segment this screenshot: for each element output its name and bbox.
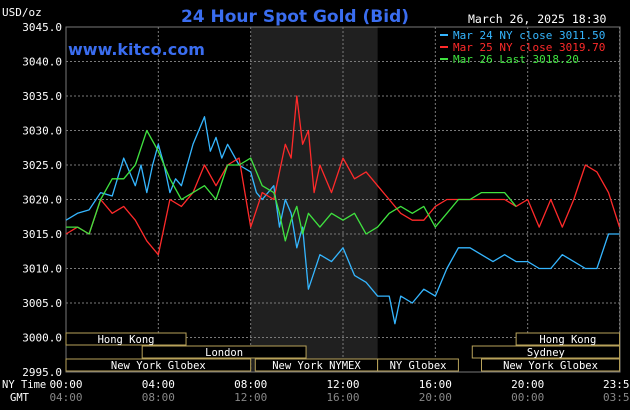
- x-tick-label-ny: 23:59: [603, 378, 630, 391]
- y-tick-label: 3025.0: [22, 159, 62, 172]
- series-line-2: [66, 129, 517, 242]
- x-tick-label-ny: 16:00: [419, 378, 452, 391]
- y-tick-label: 3015.0: [22, 228, 62, 241]
- session-box: Hong Kong: [515, 332, 621, 346]
- legend-label-mar26: Mar 26 Last 3018.20: [453, 53, 579, 66]
- session-box: Sydney: [471, 345, 621, 359]
- y-tick-label: 3035.0: [22, 90, 62, 103]
- axis-layer: 3045.0 3040.0 3035.0 3030.0 3025.0 3020.0 3015…: [22, 21, 630, 404]
- session-box: London: [141, 345, 307, 359]
- session-label: Hong Kong: [539, 334, 596, 346]
- y-tick-label: 3040.0: [22, 56, 62, 69]
- y-tick-label: 3020.0: [22, 194, 62, 207]
- session-label: NY Globex: [390, 360, 447, 372]
- x-tick-label-ny: 00:00: [49, 378, 82, 391]
- session-box: Hong Kong: [65, 332, 187, 346]
- series-line-0: [65, 116, 620, 325]
- x-tick-label-gmt: 03:59: [603, 391, 630, 404]
- x-row-label-gmt: GMT: [10, 392, 30, 404]
- legend-item-mar24: Mar 24 NY close 3011.50: [440, 29, 605, 42]
- session-box: NY Globex: [377, 358, 459, 372]
- x-tick-label-gmt: 12:00: [234, 391, 267, 404]
- x-tick-label-gmt: 08:00: [142, 391, 175, 404]
- x-tick-label-gmt: 04:00: [49, 391, 82, 404]
- y-tick-label: 3000.0: [22, 332, 62, 345]
- y-unit-label: USD/oz: [2, 6, 42, 19]
- session-label: New York NYMEX: [272, 360, 361, 372]
- legend-label-mar24: Mar 24 NY close 3011.50: [453, 29, 605, 42]
- session-label: Hong Kong: [98, 334, 155, 346]
- legend-item-mar25: Mar 25 NY close 3019.70: [440, 41, 605, 54]
- y-tick-label: 3005.0: [22, 297, 62, 310]
- plot-frame: [65, 26, 621, 373]
- x-tick-label-gmt: 16:00: [326, 391, 359, 404]
- session-box: New York Globex: [65, 358, 252, 372]
- chart-title: 24 Hour Spot Gold (Bid): [181, 7, 409, 27]
- session-label: Sydney: [527, 347, 565, 359]
- series-layer: [65, 95, 621, 325]
- x-tick-label-gmt: 00:00: [511, 391, 544, 404]
- legend-label-mar25: Mar 25 NY close 3019.70: [453, 41, 605, 54]
- y-tick-label: 3010.0: [22, 263, 62, 276]
- session-box: New York NYMEX: [254, 358, 379, 372]
- legend-item-mar26: Mar 26 Last 3018.20: [440, 53, 579, 66]
- x-tick-label-ny: 12:00: [326, 378, 359, 391]
- session-label: New York Globex: [503, 360, 598, 372]
- date-time: March 26, 2025 18:30: [468, 12, 607, 26]
- x-tick-label-ny: 04:00: [142, 378, 175, 391]
- legend: Mar 24 NY close 3011.50 Mar 25 NY close …: [440, 29, 605, 66]
- session-label: New York Globex: [111, 360, 206, 372]
- site-url[interactable]: www.kitco.com: [68, 40, 205, 59]
- session-box: New York Globex: [481, 358, 621, 372]
- grid-layer: [65, 26, 621, 373]
- x-tick-label-ny: 08:00: [234, 378, 267, 391]
- session-label: London: [205, 347, 243, 359]
- y-tick-label: 2995.0: [22, 366, 62, 379]
- x-tick-label-gmt: 20:00: [419, 391, 452, 404]
- x-tick-label-ny: 20:00: [511, 378, 544, 391]
- series-line-1: [65, 95, 621, 256]
- y-tick-label: 3045.0: [22, 21, 62, 34]
- y-tick-label: 3030.0: [22, 125, 62, 138]
- x-row-label-ny: NY Time: [2, 379, 46, 391]
